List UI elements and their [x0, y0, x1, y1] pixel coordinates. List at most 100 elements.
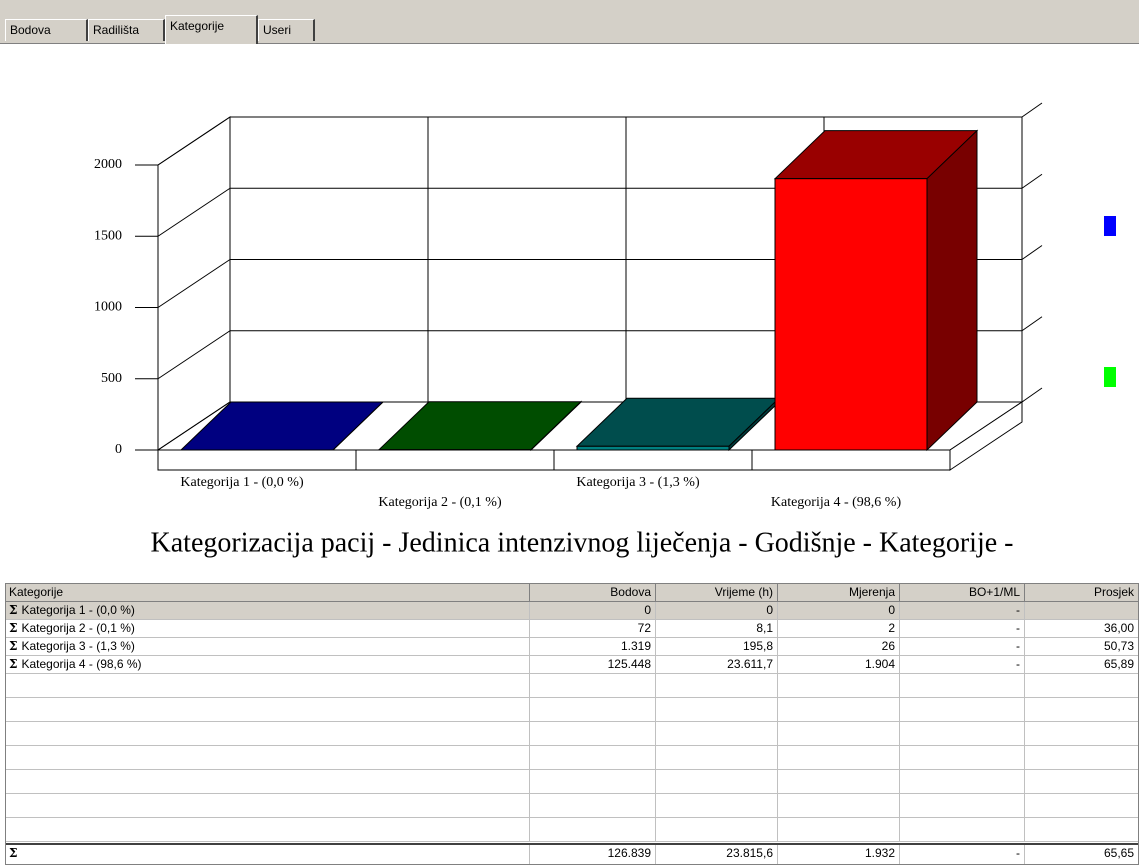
cell — [900, 746, 1025, 770]
cell-text: 72 — [637, 621, 651, 635]
cell: 1.319 — [530, 638, 656, 656]
chart-title: Kategorizacija pacij - Jedinica intenziv… — [151, 527, 1014, 558]
cell-text: 0 — [888, 603, 895, 617]
cell: Σ Kategorija 4 - (98,6 %) — [5, 656, 530, 674]
cell — [530, 794, 656, 818]
cell-text: - — [1016, 657, 1020, 671]
table-row[interactable]: Σ Kategorija 3 - (1,3 %) 1.319 195,8 26 - 50,7… — [5, 638, 1139, 656]
cell-text: Kategorija 3 - (1,3 %) — [21, 639, 135, 653]
tab[interactable]: Useri — [258, 19, 315, 41]
bar-side — [926, 129, 978, 452]
cell — [530, 722, 656, 746]
cell: 195,8 — [656, 638, 778, 656]
column-header[interactable]: Vrijeme (h) — [656, 583, 778, 602]
cell: 2 — [778, 620, 900, 638]
grid-line — [1021, 173, 1043, 189]
cell: - — [900, 638, 1025, 656]
cell — [1025, 698, 1139, 722]
y-tick-label: 1500 — [94, 228, 122, 243]
y-tick-label: 0 — [115, 442, 122, 457]
cell — [900, 770, 1025, 794]
cell — [5, 722, 530, 746]
cell: - — [900, 602, 1025, 620]
cell: Σ Kategorija 3 - (1,3 %) — [5, 638, 530, 656]
cell-text: 2 — [888, 621, 895, 635]
grid-line — [1021, 387, 1043, 403]
column-header[interactable]: Mjerenja — [778, 583, 900, 602]
empty-row — [5, 722, 1139, 746]
cell: 125.448 — [530, 656, 656, 674]
cell: 1.904 — [778, 656, 900, 674]
y-tick-label: 500 — [101, 371, 122, 386]
cell: Σ Kategorija 1 - (0,0 %) — [5, 602, 530, 620]
cell — [778, 674, 900, 698]
bar-front — [774, 178, 928, 451]
row-symbol: Σ — [9, 657, 18, 671]
cell: - — [900, 656, 1025, 674]
column-header[interactable]: Prosjek — [1025, 583, 1139, 602]
tab[interactable]: Radilišta — [88, 19, 165, 41]
bar — [179, 401, 385, 451]
cell-text: - — [1016, 639, 1020, 653]
cell — [900, 722, 1025, 746]
y-tick-label: 1000 — [94, 300, 122, 315]
cell-text: - — [1016, 603, 1020, 617]
row-symbol: Σ — [9, 621, 18, 635]
column-header[interactable]: Kategorije — [5, 583, 530, 602]
grid-line — [157, 330, 231, 380]
cell — [530, 770, 656, 794]
cell-text: 195,8 — [742, 639, 773, 653]
cell — [1025, 818, 1139, 842]
cell: 65,89 — [1025, 656, 1139, 674]
cell-text: Kategorija 1 - (0,0 %) — [21, 603, 135, 617]
cell-text: Kategorija 2 - (0,1 %) — [21, 621, 135, 635]
legend-swatch — [1104, 216, 1116, 236]
cell — [5, 818, 530, 842]
x-tick-label: Kategorija 2 - (0,1 %) — [378, 495, 502, 510]
cell — [778, 722, 900, 746]
tab[interactable]: Kategorije — [165, 15, 258, 44]
row-symbol: Σ — [9, 639, 18, 653]
row-symbol: Σ — [9, 603, 18, 617]
cell-text: 0 — [766, 603, 773, 617]
cell: Σ Kategorija 2 - (0,1 %) — [5, 620, 530, 638]
cell: 8,1 — [656, 620, 778, 638]
cell-text: 26 — [881, 639, 895, 653]
empty-row — [5, 746, 1139, 770]
cell: 23.815,6 — [656, 845, 778, 865]
cell — [530, 674, 656, 698]
cell-text: - — [1016, 621, 1020, 635]
cell — [778, 818, 900, 842]
cell — [656, 722, 778, 746]
grid-line — [1021, 316, 1043, 332]
table-row[interactable]: Σ Kategorija 4 - (98,6 %) 125.448 23.611,7 1… — [5, 656, 1139, 674]
column-header[interactable]: BO+1/ML — [900, 583, 1025, 602]
cell-text: 1.904 — [864, 657, 895, 671]
cell — [778, 770, 900, 794]
empty-row — [5, 674, 1139, 698]
table-row[interactable]: Σ Kategorija 2 - (0,1 %) 72 8,1 2 - 36,00 — [5, 620, 1139, 638]
cell: 1.932 — [778, 845, 900, 865]
tab[interactable]: Bodova — [5, 19, 88, 41]
cell: 26 — [778, 638, 900, 656]
cell — [530, 818, 656, 842]
cell — [5, 770, 530, 794]
tab-bar: Bodova Radilišta Kategorije Useri — [0, 0, 1139, 44]
column-header[interactable]: Bodova — [530, 583, 656, 602]
cell — [1025, 746, 1139, 770]
cell: 0 — [656, 602, 778, 620]
x-tick-label: Kategorija 3 - (1,3 %) — [576, 475, 700, 490]
cell-text: 36,00 — [1103, 621, 1134, 635]
bar-side — [332, 401, 384, 451]
cell: 36,00 — [1025, 620, 1139, 638]
cell — [530, 746, 656, 770]
cell — [5, 674, 530, 698]
empty-row — [5, 770, 1139, 794]
grid-line — [157, 259, 231, 308]
bar — [575, 397, 781, 452]
cell-text: 126.839 — [607, 846, 651, 860]
empty-row — [5, 698, 1139, 722]
cell — [778, 746, 900, 770]
table-row[interactable]: Σ Kategorija 1 - (0,0 %) 0 0 0 - — [5, 602, 1139, 620]
cell-text: 50,73 — [1103, 639, 1134, 653]
